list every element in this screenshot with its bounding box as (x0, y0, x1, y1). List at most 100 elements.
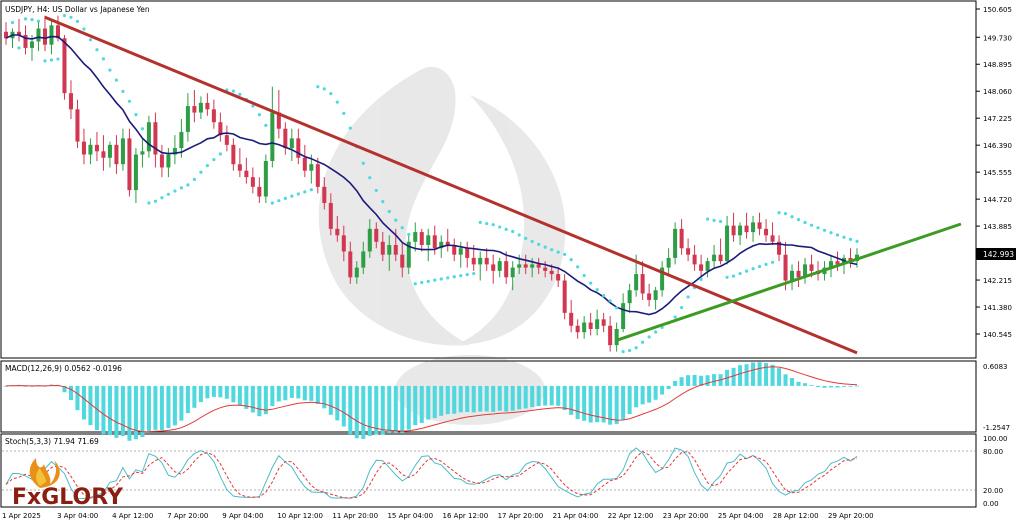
price-tick-label: 141.380 (983, 304, 1012, 312)
candle-body (465, 248, 470, 258)
macd-bar (731, 367, 736, 386)
sar-dot (30, 17, 34, 22)
candle-body (627, 290, 632, 304)
macd-bar (335, 385, 340, 421)
macd-bar (666, 385, 671, 390)
macd-bar (484, 385, 489, 412)
candle-body (569, 312, 574, 326)
candle-body (647, 293, 652, 300)
candle-body (107, 144, 112, 158)
sar-dot (303, 190, 307, 194)
candle-body (530, 264, 535, 268)
sar-dot (394, 218, 398, 222)
price-tick-label: 148.895 (983, 61, 1012, 69)
x-tick-label: 21 Apr 04:00 (553, 512, 599, 520)
candle-body (159, 154, 164, 168)
candle-body (244, 170, 249, 178)
candle-body (484, 257, 489, 265)
macd-bar (159, 385, 164, 431)
candle-body (640, 274, 645, 294)
price-tick-label: 150.605 (983, 6, 1012, 14)
candle-body (614, 328, 619, 346)
candle-body (744, 225, 749, 233)
macd-bar (380, 385, 385, 435)
macd-bar (322, 385, 327, 409)
candle-body (562, 280, 567, 313)
candle-body (172, 148, 177, 155)
candle-body (114, 144, 119, 165)
sar-dot (251, 104, 255, 108)
candle-body (341, 235, 346, 252)
macd-bar (263, 385, 268, 415)
macd-bar (166, 385, 171, 429)
candle-body (517, 264, 522, 268)
candle-body (803, 264, 808, 278)
macd-bar (88, 385, 93, 426)
candle-body (575, 325, 580, 333)
macd-bar (114, 385, 119, 438)
sar-dot (179, 186, 183, 190)
sar-dot (361, 161, 365, 165)
macd-bar (257, 385, 262, 417)
sar-dot (381, 200, 385, 204)
candle-body (686, 248, 691, 255)
stoch-tick-label: 0.00 (983, 500, 999, 508)
macd-bar (270, 385, 275, 407)
candle-body (218, 122, 223, 136)
macd-bar (517, 385, 522, 410)
x-tick-label: 3 Apr 04:00 (57, 512, 98, 520)
candle-body (757, 222, 762, 229)
sar-dot (777, 211, 781, 215)
macd-bar (575, 385, 580, 420)
sar-dot (322, 87, 326, 91)
sar-dot (75, 19, 80, 23)
candle-body (192, 106, 197, 113)
candle-body (608, 325, 613, 346)
sar-dot (848, 237, 853, 241)
macd-bar (302, 385, 307, 401)
macd-bar (536, 385, 541, 407)
candle-body (809, 264, 814, 271)
macd-bar (367, 385, 372, 436)
macd-bar (634, 385, 639, 408)
macd-bar (133, 385, 138, 440)
sar-dot (446, 276, 450, 280)
macd-bar (549, 385, 554, 406)
moving-average-line (5, 34, 858, 316)
stoch-tick-label: 100.00 (983, 435, 1008, 443)
candle-body (549, 270, 554, 275)
macd-title: MACD(12,26,9) 0.0562 -0.0196 (5, 364, 122, 373)
sar-dot (82, 27, 86, 31)
x-tick-label: 4 Apr 12:00 (112, 512, 153, 520)
macd-bar (829, 385, 834, 388)
price-tick-label: 145.555 (983, 169, 1012, 177)
candle-body (595, 319, 600, 329)
sar-dot (634, 346, 638, 350)
macd-signal-line (5, 366, 858, 433)
sar-dot (654, 330, 658, 334)
candle-body (393, 244, 398, 255)
candle-body (848, 257, 853, 262)
candle-body (829, 261, 834, 268)
stoch-title: Stoch(5,3,3) 71.94 71.69 (5, 437, 99, 446)
sar-dot (342, 111, 346, 115)
sar-dot (757, 264, 762, 269)
sar-dot (348, 126, 352, 130)
candle-body (705, 261, 710, 271)
candle-body (601, 319, 606, 326)
sar-dot (822, 228, 827, 232)
macd-bar (354, 385, 359, 439)
sar-dot (504, 227, 508, 231)
candle-body (452, 244, 457, 255)
macd-bar (393, 385, 398, 433)
candle-body (224, 135, 229, 145)
candle-body (790, 270, 795, 281)
candle-body (582, 322, 587, 333)
sar-dot (43, 59, 47, 63)
macd-tick-label: -1.2547 (983, 424, 1010, 432)
candle-body (419, 232, 424, 245)
stoch-tick-label: 20.00 (983, 487, 1003, 495)
candle-body (738, 225, 743, 236)
candle-body (16, 31, 22, 36)
